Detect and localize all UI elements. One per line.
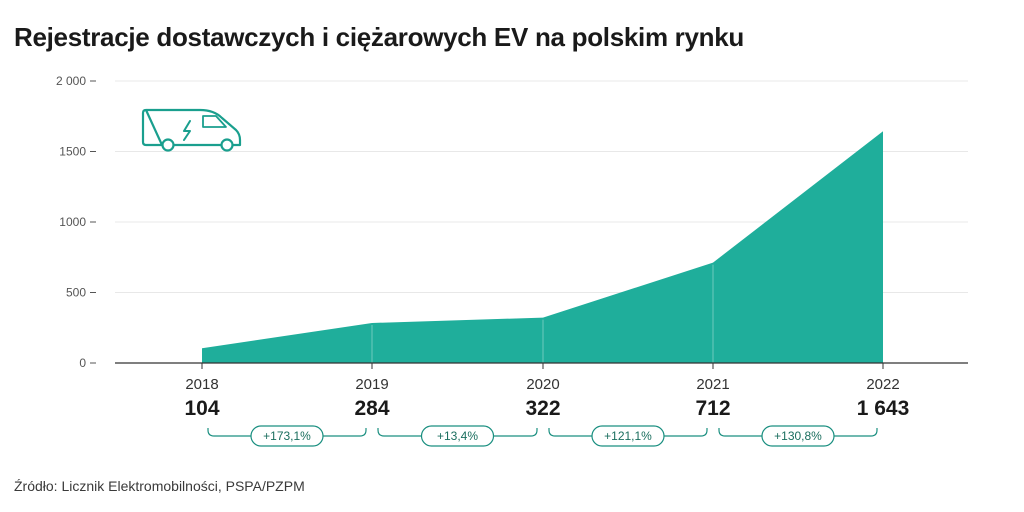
growth-label: +173,1%	[263, 429, 311, 443]
y-tick-label: 0	[79, 356, 86, 370]
growth-label: +130,8%	[774, 429, 822, 443]
growth-pill	[250, 425, 324, 447]
growth-pill	[761, 425, 835, 447]
growth-bracket	[548, 428, 708, 437]
data-labels: 104 284 322 712 1 643	[184, 397, 909, 420]
growth-bracket	[718, 428, 878, 437]
data-label: 322	[525, 397, 560, 420]
y-axis-ticks: 0 500 1000 1500 2 000	[56, 74, 96, 370]
y-tick-label: 1500	[59, 145, 86, 159]
data-label: 284	[354, 397, 389, 420]
x-axis-ticks: 2018 2019 2020 2021 2022	[185, 376, 899, 393]
growth-bracket	[207, 428, 367, 437]
data-label: 712	[695, 397, 730, 420]
x-tick-label: 2020	[526, 376, 559, 393]
x-tick-label: 2018	[185, 376, 218, 393]
y-tick-label: 500	[66, 286, 86, 300]
electric-van-icon	[141, 108, 242, 152]
growth-label: +121,1%	[604, 429, 652, 443]
area-series	[202, 131, 883, 363]
data-label: 104	[184, 397, 219, 420]
y-tick-label: 2 000	[56, 74, 86, 88]
growth-annotations: +173,1% +13,4% +121,1% +130,8%	[207, 425, 878, 447]
x-axis	[115, 362, 968, 369]
x-tick-label: 2019	[355, 376, 388, 393]
y-tick-label: 1000	[59, 215, 86, 229]
growth-pill	[420, 425, 495, 447]
growth-pill	[591, 425, 665, 447]
chart-title: Rejestracje dostawczych i ciężarowych EV…	[14, 22, 744, 52]
x-tick-label: 2022	[866, 376, 899, 393]
area-fill	[202, 131, 883, 363]
growth-bracket	[377, 428, 538, 437]
x-tick-label: 2021	[696, 376, 729, 393]
source-note: Źródło: Licznik Elektromobilności, PSPA/…	[14, 478, 305, 494]
growth-label: +13,4%	[437, 429, 478, 443]
data-label: 1 643	[857, 397, 910, 420]
